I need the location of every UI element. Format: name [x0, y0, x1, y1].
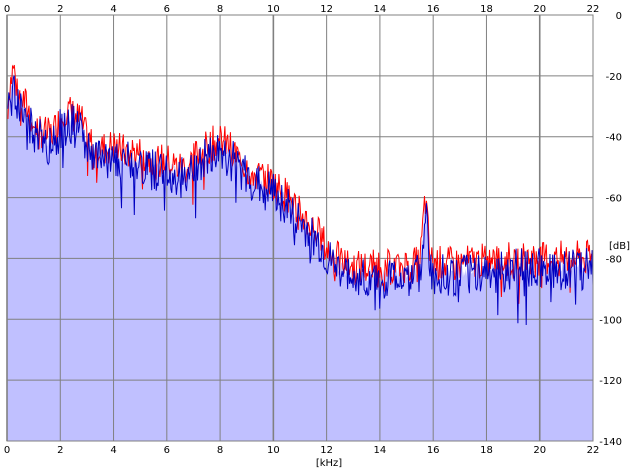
- x-tick-label-bottom: 16: [427, 445, 440, 456]
- plot-frame: [6, 14, 594, 442]
- y-axis-label: [dB]: [609, 241, 630, 252]
- x-tick-label-bottom: 8: [217, 445, 223, 456]
- y-tick-label: -100: [599, 315, 622, 326]
- x-tick-label-top: 2: [57, 4, 63, 15]
- y-tick-label: 0: [616, 11, 622, 22]
- series-layer: [6, 64, 594, 326]
- x-tick-label-bottom: 12: [320, 445, 333, 456]
- grid-layer: [6, 14, 594, 442]
- x-tick-label-top: 0: [4, 4, 10, 15]
- x-tick-label-top: 6: [164, 4, 170, 15]
- x-tick-label-bottom: 4: [110, 445, 116, 456]
- x-tick-label-top: 14: [374, 4, 387, 15]
- x-tick-label-bottom: 0: [4, 445, 10, 456]
- y-tick-label: -60: [606, 194, 622, 205]
- series-line-blue: [6, 75, 594, 326]
- x-tick-label-bottom: 18: [480, 445, 493, 456]
- x-tick-label-bottom: 2: [57, 445, 63, 456]
- x-tick-label-bottom: 10: [267, 445, 280, 456]
- y-tick-label: -40: [606, 133, 622, 144]
- x-tick-label-top: 18: [480, 4, 493, 15]
- x-tick-label-bottom: 20: [533, 445, 546, 456]
- y-tick-label: -20: [606, 72, 622, 83]
- x-tick-label-top: 4: [110, 4, 116, 15]
- x-tick-label-bottom: 6: [164, 445, 170, 456]
- plot-border: [6, 14, 594, 442]
- x-tick-label-top: 22: [587, 4, 600, 15]
- y-tick-labels: 0 -20 -40 -60 -80 -100 -120 -140: [599, 11, 622, 448]
- x-tick-label-top: 10: [267, 4, 280, 15]
- x-axis-label: [kHz]: [316, 458, 342, 468]
- y-tick-label: -120: [599, 376, 622, 387]
- x-tick-label-top: 20: [533, 4, 546, 15]
- y-tick-label: -80: [606, 254, 622, 265]
- spectrum-fill-layer: [7, 71, 593, 441]
- y-tick-label: -140: [599, 437, 622, 448]
- spectrum-area: [7, 71, 593, 441]
- x-tick-label-top: 12: [320, 4, 333, 15]
- x-tick-label-bottom: 14: [374, 445, 387, 456]
- x-tick-label-top: 16: [427, 4, 440, 15]
- x-tick-label-top: 8: [217, 4, 223, 15]
- x-tick-label-bottom: 22: [587, 445, 600, 456]
